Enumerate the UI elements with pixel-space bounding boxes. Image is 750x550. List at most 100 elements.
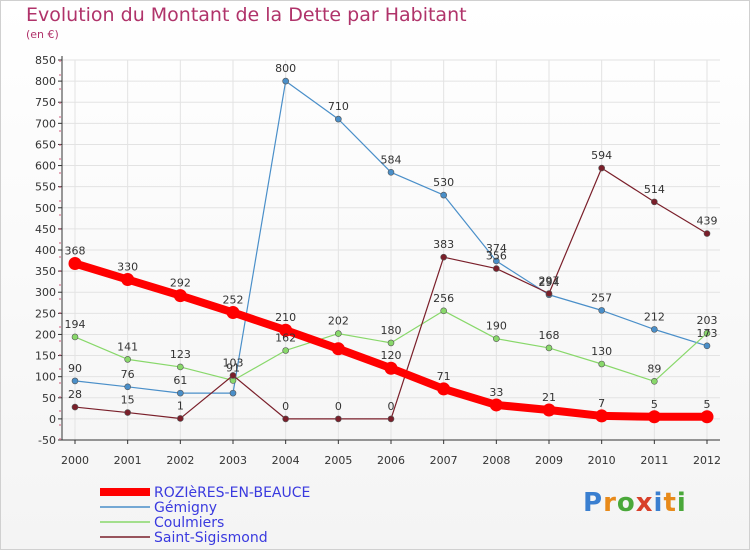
data-label: 297 [539, 274, 560, 287]
data-point [68, 257, 82, 271]
data-point [493, 257, 500, 265]
data-point [173, 289, 187, 303]
data-point [595, 409, 609, 423]
data-point [598, 164, 605, 172]
data-point [331, 342, 345, 356]
logo-letter: r [603, 488, 617, 518]
data-label: 61 [173, 374, 187, 387]
y-tick-label: 100 [35, 371, 56, 384]
data-label: 28 [68, 388, 82, 401]
data-point [440, 191, 447, 199]
y-tick-label: 750 [35, 96, 56, 109]
data-label: 7 [598, 397, 605, 410]
data-point [703, 230, 711, 237]
data-point [282, 415, 289, 423]
x-tick-label: 2009 [535, 454, 563, 467]
data-label: 203 [697, 314, 718, 327]
x-tick-label: 2001 [114, 454, 142, 467]
y-tick-label: 400 [35, 244, 56, 257]
data-point [71, 403, 79, 411]
logo-letter: t [663, 488, 677, 518]
data-point [177, 415, 184, 422]
data-label: 594 [591, 149, 612, 162]
legend-label: ROZIèRES-EN-BEAUCE [154, 485, 310, 501]
x-tick-label: 2005 [324, 454, 352, 467]
data-point [335, 115, 342, 123]
data-label: 383 [433, 238, 454, 251]
x-tick-label: 2010 [588, 454, 616, 467]
data-label: 294 [539, 276, 560, 289]
data-labels: 368 330 292 252 210 120 71 33 21 7 5 5 90 76 61 800 710 5… [65, 62, 718, 413]
data-label: 330 [117, 261, 138, 274]
data-label: 173 [697, 327, 718, 340]
data-point [177, 389, 184, 397]
data-point [387, 169, 395, 176]
data-point [124, 356, 131, 363]
data-point [282, 347, 289, 354]
data-label: 123 [170, 348, 191, 361]
y-tick-label: -50 [38, 434, 56, 447]
data-point [387, 415, 395, 423]
data-point [703, 342, 711, 350]
data-point [279, 323, 293, 337]
data-point [335, 415, 342, 423]
y-tick-label: 150 [35, 350, 56, 363]
data-label: 257 [591, 291, 612, 304]
data-label: 33 [489, 386, 503, 399]
logo-letter: P [583, 488, 604, 518]
data-label: 194 [65, 318, 86, 331]
data-label: 162 [275, 331, 296, 344]
series [68, 77, 714, 424]
data-label: 252 [223, 293, 244, 306]
x-tick-label: 2012 [693, 454, 721, 467]
chart-title: Evolution du Montant de la Dette par Hab… [26, 4, 467, 26]
data-label: 210 [275, 311, 296, 324]
proxiti-logo: Proxiti [583, 488, 687, 518]
legend: ROZIèRES-EN-BEAUCEGémignyCoulmiersSaint-… [100, 485, 310, 546]
x-tick-label: 2006 [377, 454, 405, 467]
data-point [440, 307, 447, 315]
x-tick-label: 2004 [272, 454, 300, 467]
data-label: 374 [486, 242, 507, 255]
data-label: 710 [328, 100, 349, 113]
logo-letter: o [616, 488, 636, 518]
data-point [489, 398, 503, 412]
data-label: 292 [170, 277, 191, 290]
y-tick-label: 650 [35, 138, 56, 151]
data-label: 180 [381, 324, 402, 337]
data-point [226, 305, 240, 319]
y-tick-label: 550 [35, 181, 56, 194]
data-label: 76 [121, 368, 135, 381]
data-point [177, 363, 184, 371]
data-point [493, 335, 500, 342]
data-point [651, 198, 658, 206]
data-point [700, 410, 714, 424]
x-tick-label: 2002 [166, 454, 194, 467]
chart-subtitle: (en €) [26, 28, 59, 41]
data-label: 0 [335, 400, 342, 413]
data-point [651, 326, 658, 333]
data-label: 21 [542, 391, 556, 404]
x-tick-label: 2007 [430, 454, 458, 467]
data-label: 584 [381, 153, 402, 166]
data-point [335, 330, 342, 337]
data-point [124, 409, 131, 416]
data-label: 120 [381, 349, 402, 362]
legend-label: Saint-Sigismond [154, 530, 268, 546]
data-point [542, 403, 556, 417]
y-tick-label: 50 [42, 392, 56, 405]
data-label: 5 [704, 398, 711, 411]
data-label: 0 [388, 400, 395, 413]
data-label: 15 [121, 394, 135, 407]
data-label: 89 [647, 362, 661, 375]
x-tick-label: 2003 [219, 454, 247, 467]
data-point [545, 290, 553, 297]
y-tick-label: 450 [35, 223, 56, 236]
data-point [437, 382, 451, 396]
grid [62, 59, 720, 441]
y-tick-label: 600 [35, 160, 56, 173]
data-point [282, 77, 289, 85]
axes: -500501001502002503003504004505005506006… [35, 54, 721, 467]
data-point [229, 372, 237, 379]
